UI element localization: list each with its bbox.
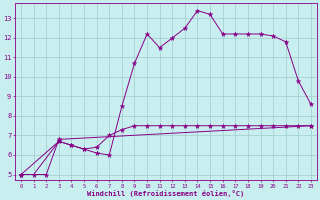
X-axis label: Windchill (Refroidissement éolien,°C): Windchill (Refroidissement éolien,°C) <box>87 190 244 197</box>
